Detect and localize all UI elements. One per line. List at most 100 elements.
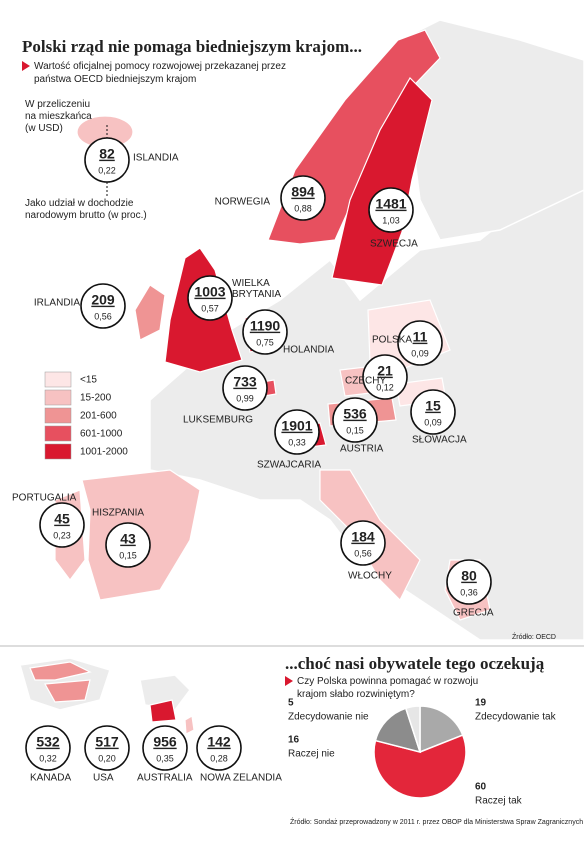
country-label: AUSTRIA: [340, 444, 384, 455]
country-label: KANADA: [30, 773, 71, 784]
key-note: W przeliczeniu na mieszkańca (w USD): [25, 99, 92, 134]
gni-share: 0,32: [39, 753, 57, 763]
legend-label: 601-1000: [80, 429, 123, 440]
gni-share: 0,75: [256, 337, 274, 347]
bullet: [285, 676, 293, 686]
per-capita: 517: [95, 734, 119, 750]
country-label: POLSKA: [372, 335, 412, 346]
legend-swatch: [44, 407, 72, 424]
per-capita: 142: [207, 734, 231, 750]
bubble: [25, 725, 71, 771]
pie-label: Zdecydowanie tak: [475, 712, 557, 723]
bullet: [22, 61, 30, 71]
pie-label: Raczej nie: [288, 749, 335, 760]
per-capita: 43: [120, 531, 136, 547]
country-shape: [331, 77, 433, 286]
per-capita: 894: [291, 184, 315, 200]
country-shape: [184, 715, 195, 735]
source: Źródło: OECD: [512, 632, 556, 641]
per-capita: 733: [233, 374, 257, 390]
bubble: [340, 520, 386, 566]
pie-label: Raczej tak: [475, 796, 523, 807]
country-label: SŁOWACJA: [412, 435, 467, 446]
bubble: [196, 725, 242, 771]
gni-share: 0,09: [424, 417, 442, 427]
country-shape: [29, 661, 92, 681]
pie-title: ...choć nasi obywatele tego oczekują: [285, 654, 545, 673]
per-capita: 956: [153, 734, 177, 750]
legend-swatch: [44, 425, 72, 442]
legend-label: 15-200: [80, 393, 112, 404]
per-capita: 80: [461, 568, 477, 584]
country-label: WŁOCHY: [348, 571, 392, 582]
country-label: SZWAJCARIA: [257, 460, 321, 471]
bubble: [274, 409, 320, 455]
gni-share: 0,57: [201, 303, 219, 313]
country-label: SZWECJA: [370, 239, 418, 250]
pie-value: 16: [288, 735, 300, 746]
per-capita: 15: [425, 398, 441, 414]
gni-share: 0,15: [346, 425, 364, 435]
gni-share: 0,56: [354, 548, 372, 558]
bubble: [368, 187, 414, 233]
country-label: HISZPANIA: [92, 508, 144, 519]
gni-share: 0,12: [376, 382, 394, 392]
country-label: LUKSEMBURG: [183, 415, 253, 426]
legend-label: 201-600: [80, 411, 117, 422]
per-capita: 1190: [250, 318, 281, 334]
pie-subtitle: Czy Polska powinna pomagać w rozwoju kraj…: [297, 676, 478, 700]
per-capita: 1003: [194, 284, 225, 300]
bubble: [446, 559, 492, 605]
gni-share: 0,36: [460, 587, 478, 597]
per-capita: 532: [36, 734, 60, 750]
country-label: GRECJA: [453, 608, 494, 619]
land: [139, 674, 191, 711]
gni-share: 0,23: [53, 530, 71, 540]
title: Polski rząd nie pomaga biedniejszym kraj…: [22, 37, 362, 56]
bubble: [187, 275, 233, 321]
pie-slice: [419, 705, 464, 754]
per-capita: 1901: [281, 418, 312, 434]
gni-share: 0,35: [156, 753, 174, 763]
gni-share: 0,09: [411, 348, 429, 358]
bubble: [84, 725, 130, 771]
bubble: [397, 320, 443, 366]
country-label: IRLANDIA: [34, 298, 80, 309]
gni-share: 0,99: [236, 393, 254, 403]
gni-share: 0,28: [210, 753, 228, 763]
subtitle: Wartość oficjalnej pomocy rozwojowej prz…: [34, 61, 286, 85]
gni-share: 0,88: [294, 203, 312, 213]
gni-share: 0,22: [98, 165, 116, 175]
per-capita: 21: [377, 363, 393, 379]
legend-swatch: [44, 371, 72, 388]
country-label: NOWA ZELANDIA: [200, 773, 282, 784]
legend-swatch: [44, 389, 72, 406]
per-capita: 209: [91, 292, 115, 308]
gni-share: 0,20: [98, 753, 116, 763]
legend-swatch: [44, 443, 72, 460]
bubble: [332, 397, 378, 443]
country-shape: [149, 699, 177, 723]
bubble: [105, 522, 151, 568]
gni-share: 1,03: [382, 215, 400, 225]
country-shape: [134, 284, 166, 341]
bubble: [410, 389, 456, 435]
key-note: Jako udział w dochodzie narodowym brutto …: [25, 198, 147, 221]
per-capita: 82: [99, 146, 115, 162]
pie-value: 19: [475, 698, 487, 709]
bubble: [80, 283, 126, 329]
country-label: AUSTRALIA: [137, 773, 193, 784]
pie-value: 60: [475, 782, 487, 793]
pie-slice: [404, 705, 421, 753]
bubble: [39, 502, 85, 548]
country-label: USA: [93, 773, 114, 784]
pie-value: 5: [288, 698, 294, 709]
country-label: ISLANDIA: [133, 153, 179, 164]
pie-slice: [373, 734, 467, 799]
bubble: [142, 725, 188, 771]
bubble: [362, 354, 408, 400]
per-capita: 11: [413, 329, 428, 345]
legend-label: 1001-2000: [80, 447, 128, 458]
